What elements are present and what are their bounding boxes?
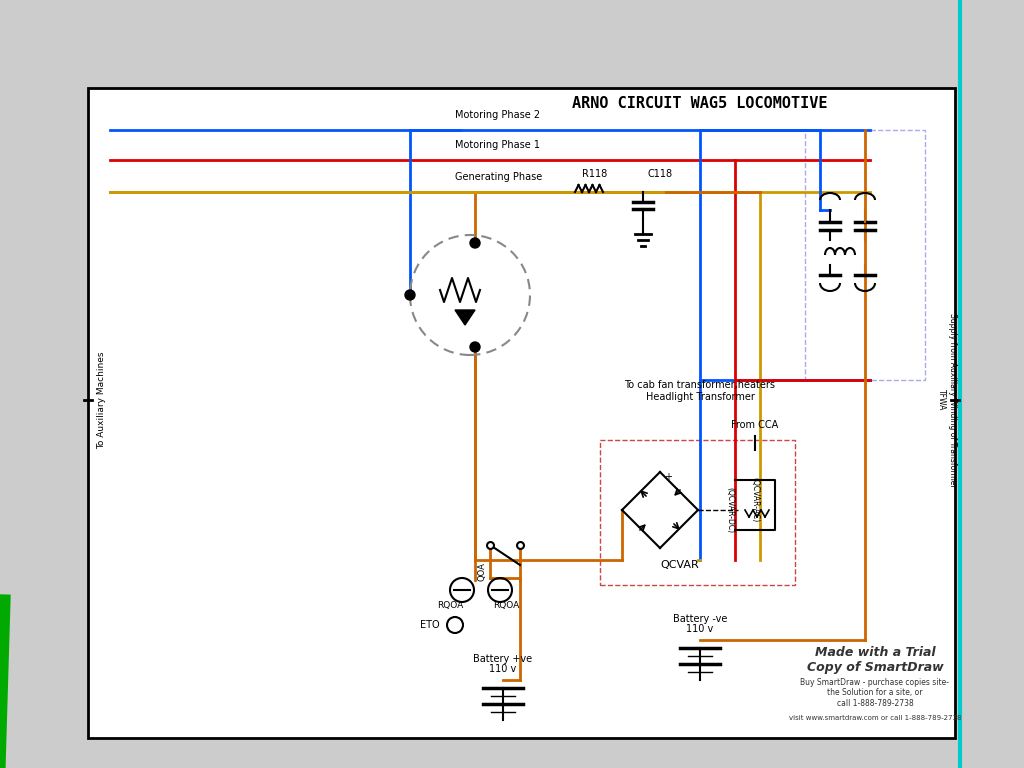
Text: To Auxiliary Machines: To Auxiliary Machines bbox=[97, 351, 106, 449]
Text: Battery +ve: Battery +ve bbox=[473, 654, 532, 664]
Circle shape bbox=[470, 238, 480, 248]
Text: Motoring Phase 2: Motoring Phase 2 bbox=[455, 110, 540, 120]
Text: To cab fan transformer,heaters
Headlight Transformer: To cab fan transformer,heaters Headlight… bbox=[625, 380, 775, 402]
Text: Motoring Phase 1: Motoring Phase 1 bbox=[455, 140, 540, 150]
Text: 110 v: 110 v bbox=[489, 664, 517, 674]
Text: RQOA: RQOA bbox=[437, 601, 463, 610]
Text: +: + bbox=[664, 472, 672, 482]
Text: Generating Phase: Generating Phase bbox=[455, 172, 543, 182]
Text: visit www.smartdraw.com or call 1-888-789-2738: visit www.smartdraw.com or call 1-888-78… bbox=[788, 715, 962, 721]
Text: (QCVAR-DC): (QCVAR-DC) bbox=[725, 487, 734, 533]
Text: ARNO CIRCUIT WAG5 LOCOMOTIVE: ARNO CIRCUIT WAG5 LOCOMOTIVE bbox=[572, 95, 827, 111]
Text: QOA: QOA bbox=[477, 563, 486, 581]
Polygon shape bbox=[455, 310, 475, 325]
Text: QCVAR: QCVAR bbox=[660, 560, 699, 570]
Text: Buy SmartDraw - purchase copies site-
the Solution for a site, or
call 1-888-789: Buy SmartDraw - purchase copies site- th… bbox=[801, 678, 949, 708]
Bar bbox=[88, 88, 955, 738]
Text: (QCVAR-AC): (QCVAR-AC) bbox=[751, 478, 760, 523]
Text: Supply from Auxiliary Winding of Transformer
TFWA: Supply from Auxiliary Winding of Transfo… bbox=[937, 313, 956, 488]
Text: RQOA: RQOA bbox=[493, 601, 519, 610]
Text: C118: C118 bbox=[648, 169, 673, 179]
Text: ETO: ETO bbox=[421, 620, 440, 630]
Text: Battery -ve: Battery -ve bbox=[673, 614, 727, 624]
Text: 110 v: 110 v bbox=[686, 624, 714, 634]
Circle shape bbox=[470, 342, 480, 352]
Text: From CCA: From CCA bbox=[731, 420, 778, 430]
Text: Made with a Trial
Copy of SmartDraw: Made with a Trial Copy of SmartDraw bbox=[807, 646, 943, 674]
Bar bbox=[600, 440, 795, 585]
Circle shape bbox=[406, 290, 415, 300]
Bar bbox=[805, 130, 925, 380]
Text: R118: R118 bbox=[583, 169, 607, 179]
